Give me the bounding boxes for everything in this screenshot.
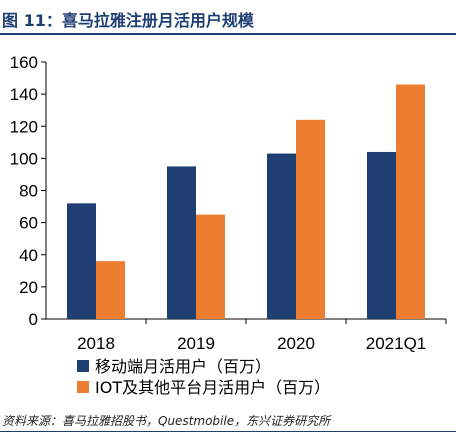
bar-mobile-2021q1 [367,151,396,319]
x-tick-label: 2019 [177,334,215,353]
title-divider [0,33,456,35]
y-tick-label: 40 [19,246,38,265]
legend-label-mobile: 移动端月活用户（百万） [95,357,271,376]
y-tick-label: 120 [10,117,38,136]
legend-swatch-iot [77,381,89,393]
y-tick-label: 80 [19,182,38,201]
x-tick-label: 2021Q1 [366,334,427,353]
bar-mobile-2019 [167,166,196,319]
bar-iot-2020 [296,119,325,319]
bottom-divider [0,431,456,432]
y-tick-label: 60 [19,214,38,233]
y-tick-label: 160 [10,53,38,72]
bar-iot-2018 [96,261,125,319]
bar-mobile-2020 [267,153,296,319]
x-tick-label: 2020 [277,334,315,353]
bar-chart: 0 20 40 60 80 100 120 140 160 2018 2019 2020 2021Q1 移… [10,53,447,397]
y-tick-label: 100 [10,149,38,168]
legend-label-iot: IOT及其他平台月活用户（百万） [95,378,330,397]
source-note: 资料来源：喜马拉雅招股书，Questmobile，东兴证券研究所 [2,414,331,428]
bar-mobile-2018 [67,203,96,319]
figure-header: 图 11：喜马拉雅注册月活用户规模 [0,0,456,35]
figure-title: 图 11：喜马拉雅注册月活用户规模 [2,11,254,30]
x-tick-label: 2018 [77,334,115,353]
y-tick-label: 0 [29,310,38,329]
bar-iot-2019 [196,214,225,319]
legend-swatch-mobile [77,360,89,372]
bar-iot-2021q1 [396,84,425,319]
y-tick-label: 140 [10,85,38,104]
y-tick-label: 20 [19,278,38,297]
